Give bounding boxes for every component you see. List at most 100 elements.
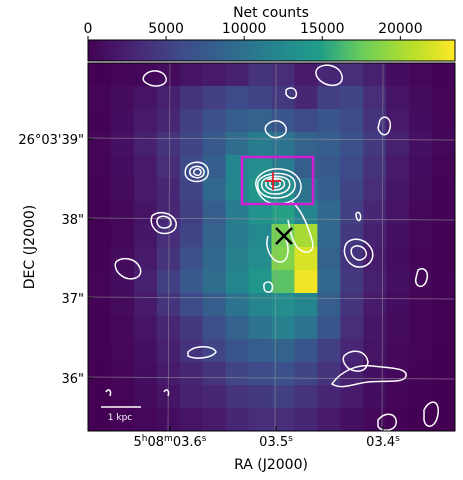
pixel-cell xyxy=(386,132,410,156)
pixel-cell xyxy=(202,385,227,409)
colorbar-tick-label: 20000 xyxy=(378,21,423,37)
contour-blob xyxy=(355,211,362,222)
pixel-cell xyxy=(340,155,364,179)
grid-line-dec-1 xyxy=(88,137,455,141)
pixel-cell xyxy=(294,109,318,133)
pixel-cell xyxy=(179,408,204,431)
pixel-cell xyxy=(225,270,250,294)
pixel-cell xyxy=(202,362,227,386)
pixel-cell xyxy=(133,247,158,271)
pixel-cell xyxy=(271,293,296,317)
pixel-cell xyxy=(156,155,181,179)
y-tick-label: 37" xyxy=(61,292,84,307)
contour-blob xyxy=(184,161,209,183)
pixel-cell xyxy=(179,385,204,409)
pixel-cell xyxy=(409,109,433,133)
pixel-cell xyxy=(248,316,273,340)
pixel-cell xyxy=(271,385,296,409)
pixel-cell xyxy=(386,63,410,87)
colorbar-gradient xyxy=(87,39,456,62)
image-panel: 1 kpc xyxy=(87,62,456,432)
colorbar-ticks: 0 5000 10000 15000 20000 xyxy=(84,21,423,40)
pixel-cell xyxy=(110,155,135,179)
pixel-cell xyxy=(88,109,112,133)
pixel-cell xyxy=(225,63,250,87)
pixel-cell xyxy=(133,224,158,248)
contour-blob xyxy=(150,211,177,235)
pixel-cell xyxy=(432,201,455,225)
pixel-cell xyxy=(409,155,433,179)
pixel-cell xyxy=(363,224,387,248)
pixel-cell xyxy=(202,339,227,363)
contour-arc xyxy=(423,401,439,427)
nucleus-plus-marker xyxy=(265,172,281,190)
pixel-cell xyxy=(271,86,296,110)
pixel-cell xyxy=(294,362,318,386)
pixel-cell xyxy=(88,247,112,271)
pixel-cell xyxy=(202,316,227,340)
pixel-cell xyxy=(317,339,341,363)
pixel-cell xyxy=(133,109,158,133)
contour-plume xyxy=(266,235,289,263)
pixel-cell xyxy=(110,362,135,386)
grid-line-dec-2 xyxy=(88,217,455,221)
contour-blob xyxy=(264,120,287,139)
pixel-cell xyxy=(202,201,227,225)
x-tick-label: 5h08m03.6s xyxy=(134,434,207,450)
pixel-cell xyxy=(88,155,112,179)
pixel-cell xyxy=(110,408,135,431)
pixel-cell xyxy=(271,316,296,340)
pixel-cell xyxy=(225,293,250,317)
pixel-cell xyxy=(271,63,296,87)
pixel-cell xyxy=(248,293,273,317)
pixel-cell xyxy=(409,362,433,386)
contour-blob xyxy=(285,87,298,99)
contour-blob xyxy=(189,165,205,179)
pixel-cell xyxy=(271,109,296,133)
pixel-cell xyxy=(432,155,455,179)
pixel-cell xyxy=(363,132,387,156)
pixel-cell xyxy=(294,385,318,409)
pixel-cell xyxy=(110,178,135,202)
pixel-cell xyxy=(248,63,273,87)
pixel-cell xyxy=(386,201,410,225)
pixel-cell xyxy=(88,293,112,317)
pixel-cell xyxy=(317,385,341,409)
pixel-cell xyxy=(317,293,341,317)
pixel-cell xyxy=(317,408,341,431)
pixel-cell xyxy=(432,132,455,156)
contour-nucleus xyxy=(256,172,296,199)
pixel-cell xyxy=(133,155,158,179)
pixel-cell xyxy=(294,408,318,431)
scale-bar: 1 kpc xyxy=(101,406,141,423)
y-tick-label: 38" xyxy=(61,213,84,228)
pixel-cell xyxy=(179,247,204,271)
colorbar-tick-label: 10000 xyxy=(222,21,267,37)
pixel-cell xyxy=(363,155,387,179)
pixel-cell xyxy=(248,408,273,431)
pixel-cell xyxy=(317,224,341,248)
pixel-cell xyxy=(179,362,204,386)
pixel-cell xyxy=(363,201,387,225)
pixel-cell xyxy=(340,86,364,110)
pixel-cell xyxy=(133,339,158,363)
pixel-cell xyxy=(202,132,227,156)
contour-blob xyxy=(263,281,274,293)
contour-blob xyxy=(114,257,142,280)
pixel-cell xyxy=(225,247,250,271)
pixel-cell xyxy=(409,316,433,340)
coordinate-grid xyxy=(88,63,455,431)
pixel-cell xyxy=(271,339,296,363)
pixel-cell xyxy=(432,270,455,294)
x-axis-label: RA (J2000) xyxy=(234,457,308,473)
pixel-cell xyxy=(409,385,433,409)
pixel-cell xyxy=(409,293,433,317)
pixel-cell xyxy=(179,293,204,317)
pixel-cell xyxy=(340,316,364,340)
pixel-cell xyxy=(225,86,250,110)
pixel-cell xyxy=(432,86,455,110)
pixel-cell xyxy=(202,270,227,294)
pixel-cell xyxy=(432,178,455,202)
pixel-cell xyxy=(156,132,181,156)
pixel-cell xyxy=(386,224,410,248)
